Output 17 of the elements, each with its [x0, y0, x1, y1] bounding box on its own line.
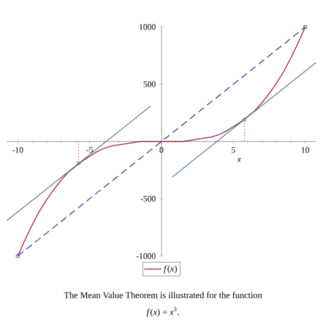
x-tick-label: 0	[160, 147, 164, 153]
y-tick-label: 500	[144, 81, 156, 88]
point	[16, 254, 20, 258]
y-tick-label: -500	[140, 196, 156, 202]
x-tick-label: -5	[86, 147, 93, 153]
x-tick-label: -10	[12, 147, 24, 153]
point	[242, 118, 246, 122]
x-tick-label: 10	[302, 147, 310, 153]
text: The Mean Value Theorem is illustrated for the function	[64, 292, 262, 298]
point	[303, 25, 308, 29]
y-tick-label: -1000	[136, 253, 156, 259]
y-tick-label: 1000	[140, 24, 156, 30]
legend-label: f(x)	[164, 265, 177, 274]
x-axis-title: x	[237, 158, 241, 162]
point	[76, 161, 80, 166]
x-tick-label: 5	[232, 147, 236, 153]
text: f(x) = x$^{3}$.	[146, 307, 179, 317]
